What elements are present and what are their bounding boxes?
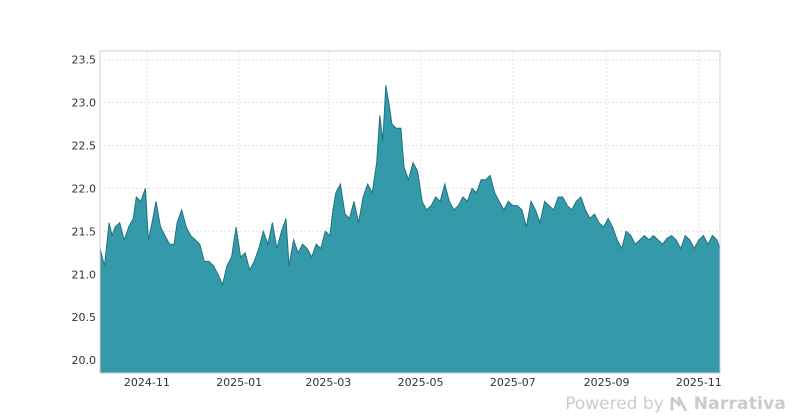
narrativa-logo-icon bbox=[670, 396, 687, 412]
x-axis: 2024-11 2025-01 2025-03 2025-05 2025-07 2025-… bbox=[124, 376, 722, 389]
y-tick-label: 21.0 bbox=[72, 268, 97, 281]
x-tick-label: 2025-01 bbox=[216, 376, 262, 389]
powered-by-watermark: Powered by Narrativa bbox=[565, 394, 786, 414]
x-tick-label: 2024-11 bbox=[124, 376, 170, 389]
powered-by-text: Powered by bbox=[565, 394, 664, 414]
x-tick-label: 2025-05 bbox=[398, 376, 444, 389]
area-series bbox=[100, 85, 720, 374]
y-tick-label: 21.5 bbox=[72, 225, 97, 238]
y-tick-label: 20.5 bbox=[72, 311, 97, 324]
y-axis: 20.0 20.5 21.0 21.5 22.0 22.5 23.0 23.5 bbox=[72, 54, 97, 368]
y-tick-label: 22.0 bbox=[72, 182, 97, 195]
y-tick-label: 23.0 bbox=[72, 97, 97, 110]
area-layer bbox=[99, 85, 721, 374]
narrativa-brand-text: Narrativa bbox=[693, 394, 786, 414]
y-tick-label: 20.0 bbox=[72, 354, 97, 367]
x-tick-label: 2025-11 bbox=[676, 376, 722, 389]
x-tick-label: 2025-07 bbox=[490, 376, 536, 389]
x-tick-label: 2025-09 bbox=[584, 376, 630, 389]
y-tick-label: 23.5 bbox=[72, 54, 97, 67]
plot-frame bbox=[99, 50, 721, 374]
x-tick-label: 2025-03 bbox=[305, 376, 351, 389]
series-line bbox=[99, 85, 721, 287]
y-tick-label: 22.5 bbox=[72, 139, 97, 152]
